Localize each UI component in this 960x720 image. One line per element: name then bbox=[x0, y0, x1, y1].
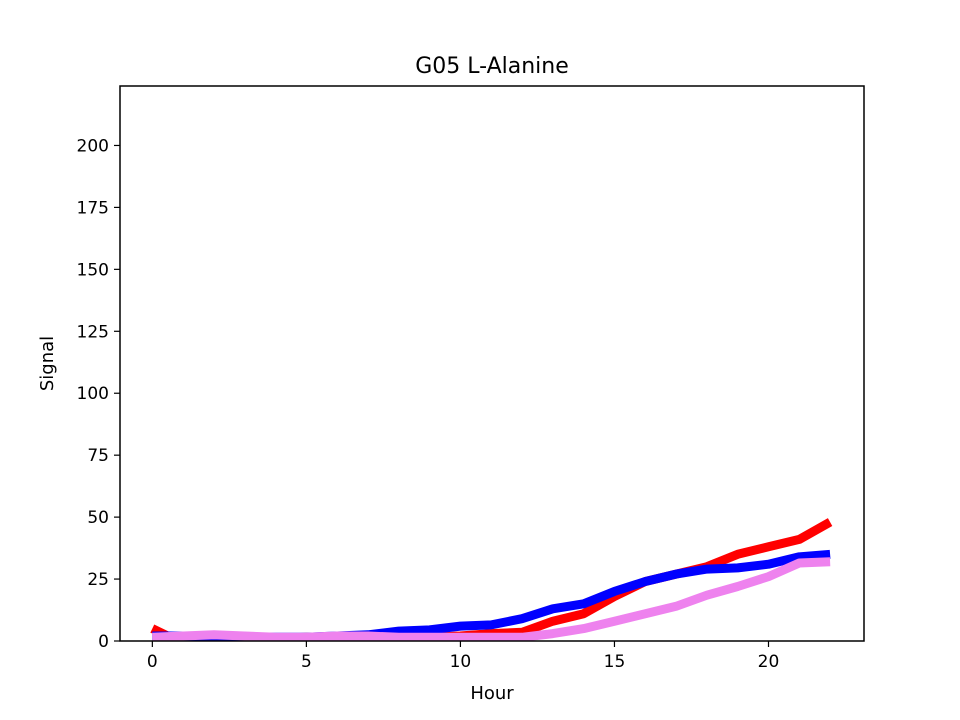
y-tick-label: 175 bbox=[77, 198, 109, 218]
series-line-2 bbox=[152, 549, 831, 641]
series-layer bbox=[150, 518, 833, 641]
y-tick-label: 125 bbox=[77, 322, 109, 342]
y-tick-label: 50 bbox=[87, 508, 109, 528]
y-tick-label: 100 bbox=[77, 384, 109, 404]
chart-title: G05 L-Alanine bbox=[415, 54, 569, 79]
y-tick-label: 200 bbox=[77, 136, 109, 156]
x-tick-label: 20 bbox=[758, 652, 780, 672]
plot-frame bbox=[119, 85, 865, 642]
y-tick-label: 150 bbox=[77, 260, 109, 280]
y-tick-label: 75 bbox=[87, 446, 109, 466]
y-tick-label: 0 bbox=[98, 632, 109, 652]
x-tick-label: 10 bbox=[450, 652, 472, 672]
y-tick-label: 25 bbox=[87, 570, 109, 590]
y-axis-ticks: 0 25 50 75 100 125 150 175 200 bbox=[77, 136, 120, 652]
x-axis-ticks: 0 5 10 15 20 bbox=[147, 641, 779, 672]
x-tick-label: 5 bbox=[301, 652, 312, 672]
x-tick-label: 0 bbox=[147, 652, 158, 672]
x-axis-label: Hour bbox=[470, 683, 514, 704]
series-line-3 bbox=[152, 557, 831, 641]
y-axis-label: Signal bbox=[37, 336, 58, 391]
x-tick-label: 15 bbox=[604, 652, 626, 672]
